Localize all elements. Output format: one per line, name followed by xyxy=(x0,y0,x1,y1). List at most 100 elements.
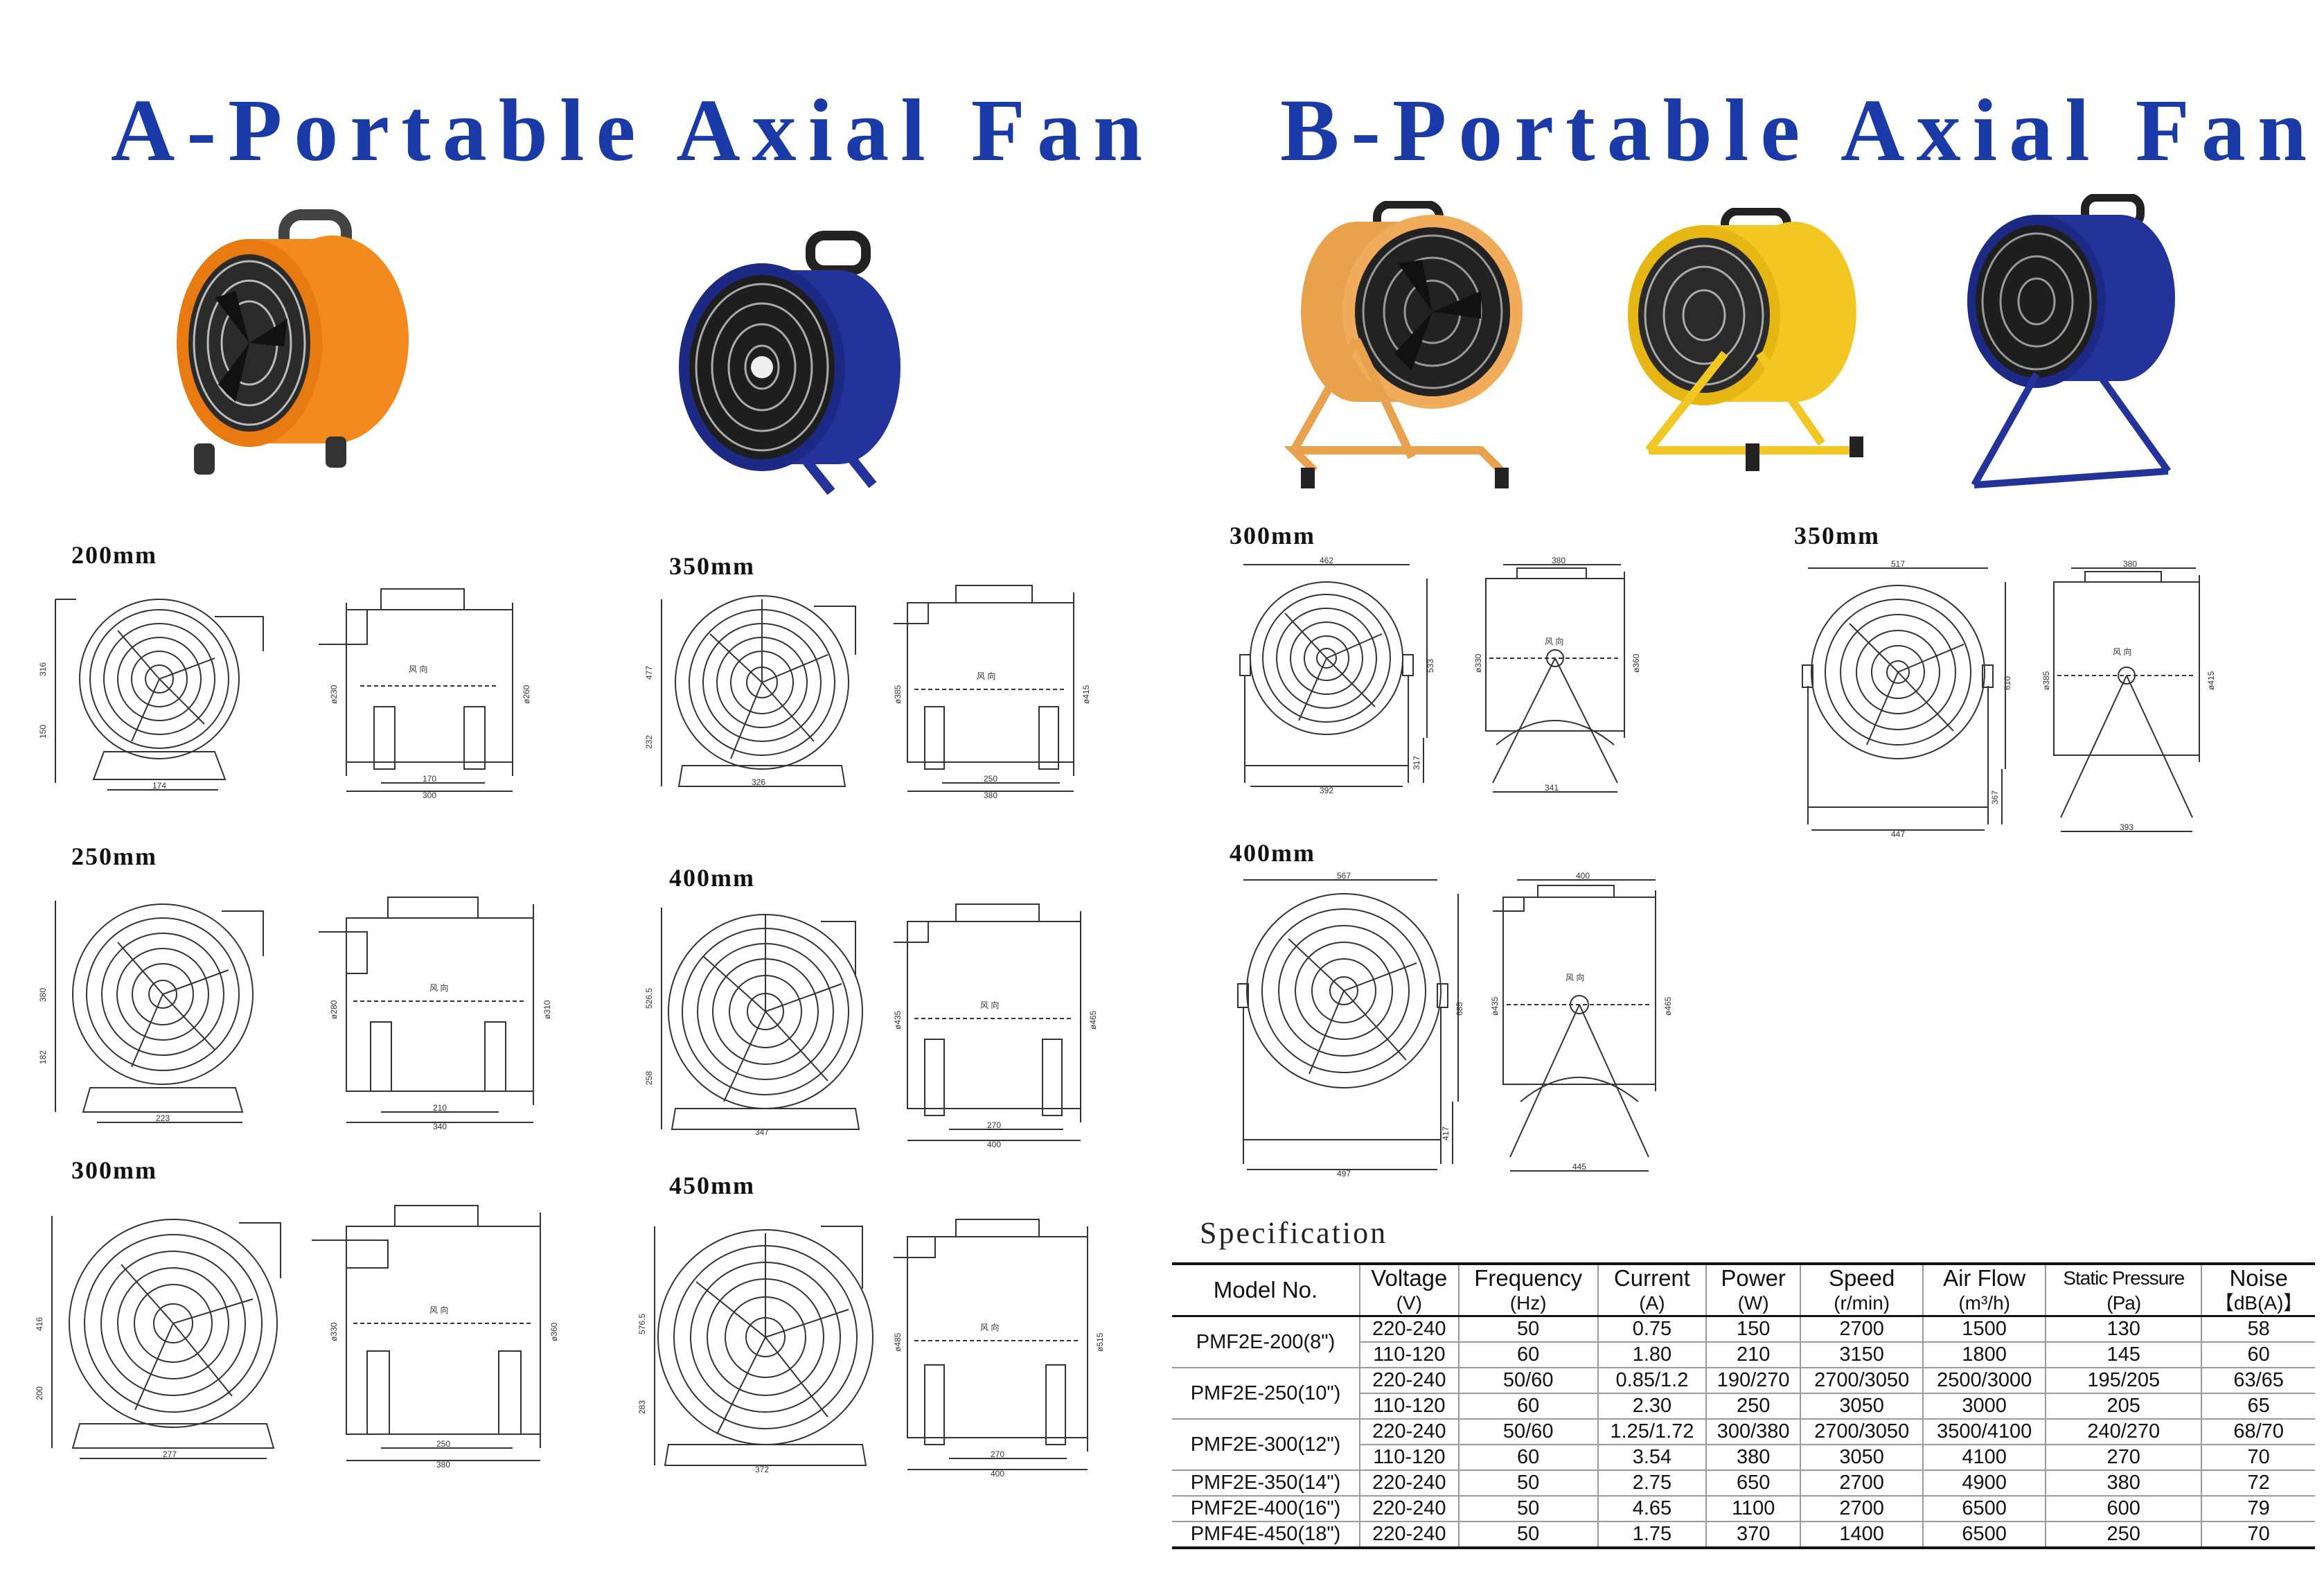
blue-stand-fan-photo xyxy=(1960,194,2196,506)
dim-b-350-h2: 367 xyxy=(1990,791,2000,804)
dim-a-200-d2: ø260 xyxy=(522,685,531,704)
spec-cell: 50 xyxy=(1457,1495,1599,1522)
spec-header-static-pressure: Static Pressure (Pa) xyxy=(2045,1263,2203,1317)
spec-cell: 1500 xyxy=(1922,1315,2047,1343)
dim-a-300-d2: ø360 xyxy=(549,1322,559,1341)
dim-a-450-h2: 283 xyxy=(637,1400,647,1414)
dim-b-350-side-w: 393 xyxy=(2120,822,2134,832)
spec-cell: 1.25/1.72 xyxy=(1597,1418,1707,1445)
spec-cell: 190/270 xyxy=(1705,1367,1802,1394)
dim-a-350-w2: 380 xyxy=(984,791,997,800)
drawing-a-250-front: 380 182 223 xyxy=(38,880,270,1129)
dim-b-300-side-top: 380 xyxy=(1552,556,1565,565)
table-row: PMF2E-400(16") 220-240 50 4.65 1100 2700 6500 6… xyxy=(1172,1495,2315,1522)
size-label-a-450: 450mm xyxy=(669,1172,755,1199)
specification-table: Model No. Voltage (V) Frequency (Hz) Curre… xyxy=(1172,1262,2315,1549)
spec-cell: 3000 xyxy=(1922,1393,2047,1420)
orange-stand-fan-photo xyxy=(1273,201,1536,499)
dim-a-350-d2: ø415 xyxy=(1081,685,1091,704)
spec-cell: 370 xyxy=(1705,1521,1802,1549)
wind-a-250: 风 向 xyxy=(429,982,448,993)
wind-a-300: 风 向 xyxy=(429,1305,448,1315)
spec-cell: 0.85/1.2 xyxy=(1597,1367,1707,1394)
drawing-a-400-side: 风 向 ø435 ø465 270 400 xyxy=(887,894,1108,1150)
spec-cell: 220-240 xyxy=(1359,1521,1460,1549)
spec-model-cell: PMF2E-400(16") xyxy=(1172,1495,1360,1522)
dim-a-350-w: 326 xyxy=(752,777,765,787)
dim-b-400-d2: ø465 xyxy=(1663,996,1673,1016)
blue-fan-photo xyxy=(665,229,914,506)
spec-cell: 4900 xyxy=(1922,1470,2047,1497)
wind-a-200: 风 向 xyxy=(409,664,427,674)
specification-title: Specification xyxy=(1200,1216,1388,1250)
dim-a-450-w2: 400 xyxy=(991,1469,1004,1479)
drawing-b-300-front: 462 533 317 392 xyxy=(1230,556,1437,795)
spec-cell: 150 xyxy=(1705,1315,1802,1343)
spec-header-airflow: Air Flow (m³/h) xyxy=(1922,1263,2047,1317)
dim-b-300-h2: 317 xyxy=(1412,756,1421,770)
spec-cell: 130 xyxy=(2045,1315,2203,1343)
spec-cell: 65 xyxy=(2201,1393,2315,1420)
drawing-a-300-front: 416 200 277 xyxy=(35,1195,287,1465)
size-label-a-400: 400mm xyxy=(669,864,755,892)
dim-a-400-d2: ø465 xyxy=(1088,1010,1098,1030)
spec-body: PMF2E-200(8") 220-240 50 0.75 150 2700 1500 130… xyxy=(1172,1315,2315,1549)
dim-a-250-w2: 340 xyxy=(433,1122,447,1131)
drawing-b-300-side: 380 风 向 ø330 ø360 341 xyxy=(1473,556,1649,797)
dim-b-400-side-top: 400 xyxy=(1576,871,1590,881)
dim-b-400-d1: ø435 xyxy=(1490,996,1500,1016)
wind-b-300: 风 向 xyxy=(1545,636,1563,646)
spec-header-speed: Speed (r/min) xyxy=(1800,1263,1924,1317)
spec-header-frequency: Frequency (Hz) xyxy=(1457,1263,1599,1317)
spec-header-current: Current (A) xyxy=(1597,1263,1707,1317)
dim-b-300-w: 392 xyxy=(1320,786,1333,795)
dim-a-200-w: 174 xyxy=(152,781,166,791)
spec-cell: 250 xyxy=(1705,1393,1802,1420)
dim-a-200-w2: 300 xyxy=(423,791,436,800)
spec-cell: 220-240 xyxy=(1359,1470,1460,1497)
spec-cell: 4.65 xyxy=(1597,1495,1707,1522)
table-row: 110-120 60 1.80 210 3150 1800 145 60 xyxy=(1172,1341,2315,1368)
dim-a-450-w1: 270 xyxy=(991,1449,1004,1459)
dim-a-400-w1: 270 xyxy=(987,1120,1001,1130)
dim-a-350-h1: 477 xyxy=(644,666,654,680)
spec-model-cell: PMF2E-300(12") xyxy=(1172,1418,1360,1471)
dim-b-400-w: 497 xyxy=(1337,1169,1351,1179)
spec-cell: 50 xyxy=(1457,1521,1599,1549)
spec-cell: 110-120 xyxy=(1360,1341,1460,1368)
spec-cell: 270 xyxy=(2045,1444,2203,1471)
spec-cell: 70 xyxy=(2201,1521,2315,1549)
dim-a-450-d2: ø515 xyxy=(1095,1332,1105,1352)
spec-cell: 60 xyxy=(1457,1341,1599,1368)
dim-a-250-w: 223 xyxy=(156,1113,170,1123)
wind-a-350: 风 向 xyxy=(977,671,995,681)
wind-b-350: 风 向 xyxy=(2113,646,2131,657)
spec-cell: 380 xyxy=(1705,1444,1802,1471)
table-row: PMF2E-200(8") 220-240 50 0.75 150 2700 1500 130… xyxy=(1172,1315,2315,1368)
dim-a-400-h2: 258 xyxy=(644,1071,654,1085)
spec-cell: 1.75 xyxy=(1597,1521,1707,1549)
spec-cell: 50/60 xyxy=(1457,1418,1599,1445)
spec-cell: 205 xyxy=(2045,1393,2203,1420)
spec-cell: 68/70 xyxy=(2201,1418,2315,1445)
dim-b-300-side-w: 341 xyxy=(1545,783,1559,793)
spec-cell: 58 xyxy=(2201,1315,2315,1343)
spec-model-cell: PMF2E-250(10") xyxy=(1172,1367,1360,1420)
dim-b-400-side-w: 445 xyxy=(1572,1162,1586,1172)
dim-b-300-d1: ø330 xyxy=(1473,653,1483,673)
spec-cell: 3500/4100 xyxy=(1922,1418,2047,1445)
dim-a-300-h2: 200 xyxy=(35,1386,44,1400)
spec-cell: 250 xyxy=(2045,1521,2203,1549)
dim-a-250-d1: ø280 xyxy=(329,1000,339,1019)
spec-cell: 195/205 xyxy=(2045,1367,2203,1394)
dim-a-200-d1: ø230 xyxy=(329,685,339,704)
wind-b-400: 风 向 xyxy=(1565,972,1584,982)
drawing-a-450-side: 风 向 ø485 ø515 270 400 xyxy=(887,1209,1115,1479)
dim-a-450-d1: ø485 xyxy=(893,1332,903,1352)
drawing-b-350-side: 380 风 向 ø385 ø415 393 xyxy=(2041,559,2224,838)
spec-cell: 240/270 xyxy=(2045,1418,2203,1445)
wind-a-400: 风 向 xyxy=(980,1000,999,1010)
spec-cell: 2700 xyxy=(1800,1495,1924,1522)
size-label-b-300: 300mm xyxy=(1230,522,1315,549)
dim-a-300-w: 277 xyxy=(163,1449,177,1459)
